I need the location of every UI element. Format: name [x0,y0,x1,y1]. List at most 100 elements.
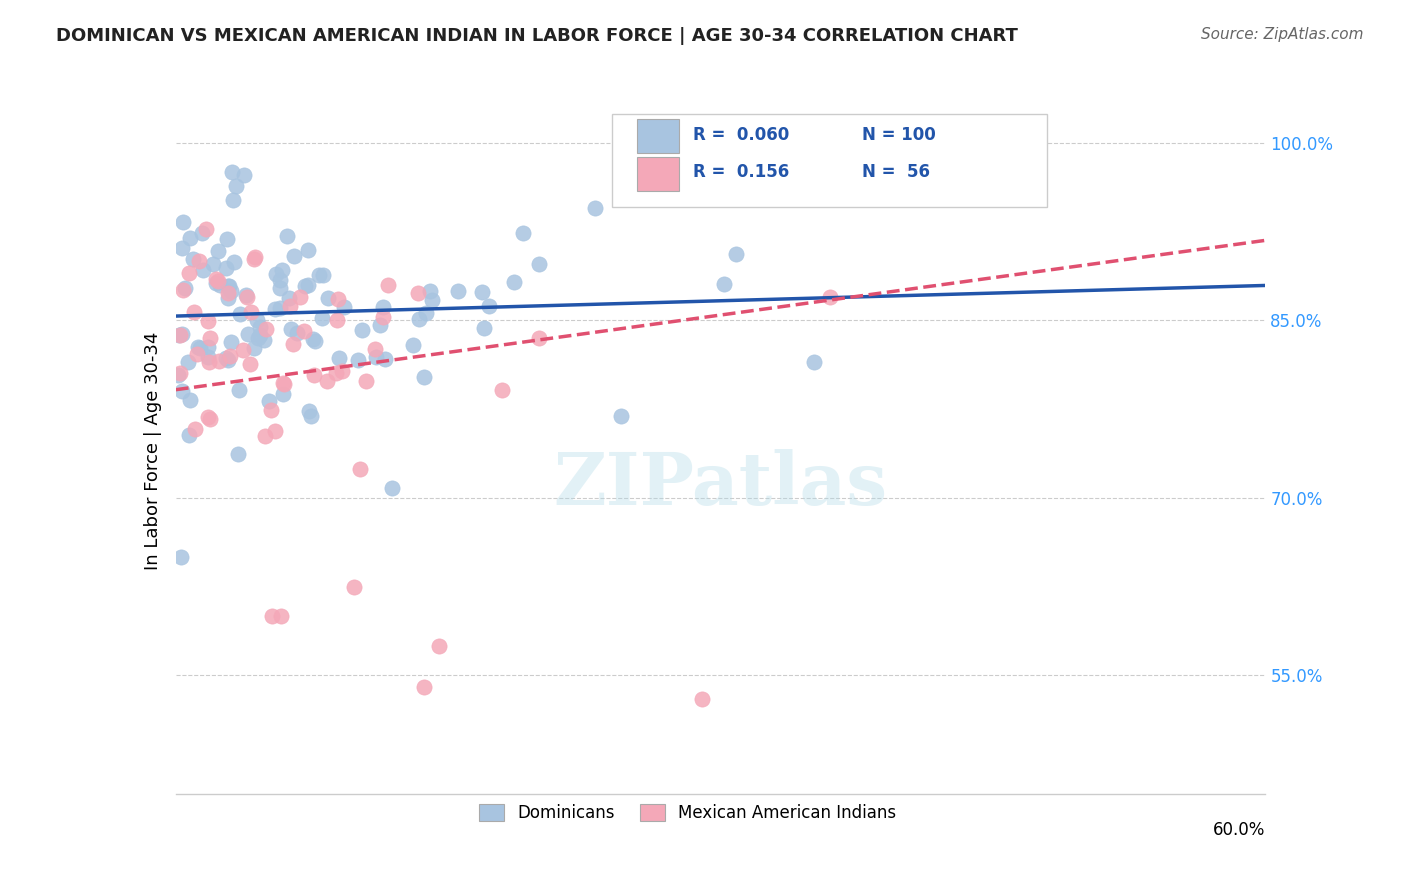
Point [316,375,339,389]
Point [179,393,201,408]
Point [188,254,211,268]
Point [219,349,242,363]
Point [217,278,239,293]
Point [264,302,287,317]
Point [238,327,260,342]
Point [183,252,205,266]
Point [201,257,224,271]
Point [243,341,266,355]
Point [297,277,319,292]
Point [447,284,470,298]
Point [724,247,747,261]
Point [527,331,550,345]
Point [371,310,394,324]
Point [818,289,841,303]
Point [222,255,245,269]
Point [170,241,193,255]
Point [174,281,197,295]
Point [270,609,292,624]
Point [169,366,191,380]
Point [170,326,193,341]
Point [179,428,201,442]
Point [208,278,231,293]
Point [246,313,269,327]
Point [406,285,429,300]
Point [294,279,316,293]
Point [420,293,443,308]
Point [269,273,291,287]
Point [374,351,396,366]
Point [298,404,321,418]
Point [249,328,271,343]
Point [304,334,326,348]
Point [366,350,388,364]
Point [225,179,247,194]
Text: R =  0.156: R = 0.156 [693,163,790,181]
Point [377,278,399,293]
Point [215,232,238,246]
Point [242,252,264,266]
Point [281,336,304,351]
Point [169,328,191,343]
Point [269,281,291,295]
Point [427,639,450,653]
Text: ZIPatlas: ZIPatlas [554,450,887,520]
Point [512,227,534,241]
Point [191,263,214,277]
Point [368,318,391,333]
Point [217,353,239,368]
Point [187,340,209,354]
Legend: Dominicans, Mexican American Indians: Dominicans, Mexican American Indians [468,792,908,834]
Point [197,410,219,425]
Point [198,355,221,369]
Point [253,333,276,347]
Text: R =  0.060: R = 0.060 [693,126,790,144]
Point [292,324,315,338]
Point [205,276,228,290]
Point [373,300,395,314]
Point [264,424,287,438]
Text: Source: ZipAtlas.com: Source: ZipAtlas.com [1201,27,1364,42]
Point [183,305,205,319]
Point [311,311,333,326]
Point [297,243,319,257]
Point [325,366,347,380]
Point [713,277,735,292]
Point [325,313,347,327]
Point [215,351,238,366]
Point [172,284,194,298]
Point [273,377,295,392]
Point [419,284,441,298]
Point [343,580,366,594]
Point [692,692,714,706]
Point [271,376,294,390]
Point [239,304,262,318]
Point [166,368,188,382]
Point [308,268,330,282]
Point [318,291,340,305]
Point [179,231,201,245]
Point [280,299,302,313]
Point [254,322,277,336]
Point [288,290,311,304]
Point [610,409,633,423]
FancyBboxPatch shape [612,114,1047,207]
Point [891,136,914,150]
Point [169,328,191,343]
Point [221,334,243,349]
Point [347,352,370,367]
Point [330,364,353,378]
Point [302,331,325,345]
Point [527,257,550,271]
Point [262,609,284,624]
Text: N = 100: N = 100 [862,126,936,144]
Point [207,274,229,288]
Point [219,284,242,298]
Point [217,285,239,300]
FancyBboxPatch shape [637,157,679,191]
Point [247,330,270,344]
Point [364,343,387,357]
Point [215,260,238,275]
Point [491,383,513,397]
Point [478,299,501,313]
